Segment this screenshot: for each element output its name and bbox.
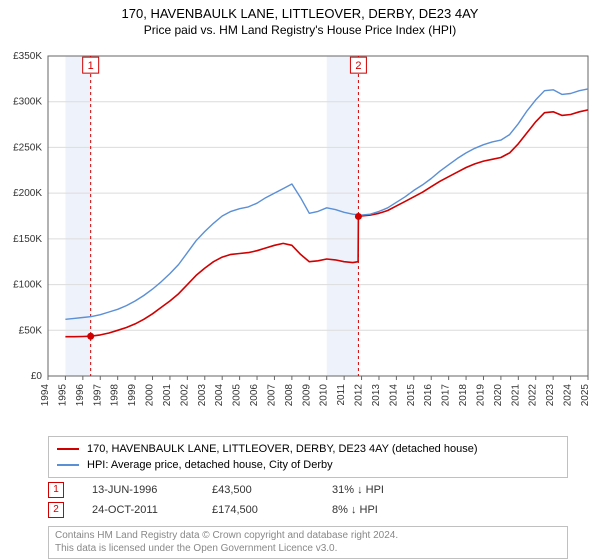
svg-text:1999: 1999 [127,384,138,407]
event-row: 1 13-JUN-1996 £43,500 31% ↓ HPI [48,480,568,500]
svg-text:2012: 2012 [354,384,365,407]
svg-text:1995: 1995 [57,384,68,407]
svg-text:£100K: £100K [13,280,42,291]
svg-text:2002: 2002 [179,384,190,407]
event-marker-icon: 2 [48,502,64,518]
svg-text:2000: 2000 [145,384,156,407]
svg-text:2018: 2018 [458,384,469,407]
events-table: 1 13-JUN-1996 £43,500 31% ↓ HPI 2 24-OCT… [48,480,568,520]
legend-swatch [57,448,79,450]
legend-item: 170, HAVENBAULK LANE, LITTLEOVER, DERBY,… [57,441,559,457]
svg-text:2009: 2009 [301,384,312,407]
svg-text:1996: 1996 [75,384,86,407]
svg-text:1994: 1994 [40,384,51,407]
svg-text:£150K: £150K [13,234,42,245]
svg-text:2020: 2020 [493,384,504,407]
svg-text:£0: £0 [31,371,43,382]
event-price: £43,500 [212,484,332,496]
event-price: £174,500 [212,504,332,516]
svg-text:£300K: £300K [13,97,42,108]
svg-text:2015: 2015 [406,384,417,407]
legend-label: HPI: Average price, detached house, City… [87,459,333,471]
root: 170, HAVENBAULK LANE, LITTLEOVER, DERBY,… [0,6,600,560]
svg-text:2010: 2010 [319,384,330,407]
event-row: 2 24-OCT-2011 £174,500 8% ↓ HPI [48,500,568,520]
svg-text:1: 1 [88,60,94,72]
svg-text:2004: 2004 [214,384,225,407]
svg-text:2023: 2023 [545,384,556,407]
svg-text:£200K: £200K [13,188,42,199]
svg-text:2019: 2019 [475,384,486,407]
footer-line: This data is licensed under the Open Gov… [55,543,561,556]
footer-line: Contains HM Land Registry data © Crown c… [55,530,561,543]
svg-text:2003: 2003 [197,384,208,407]
svg-text:2022: 2022 [528,384,539,407]
event-delta: 8% ↓ HPI [332,504,452,516]
event-date: 24-OCT-2011 [92,504,212,516]
legend: 170, HAVENBAULK LANE, LITTLEOVER, DERBY,… [48,436,568,478]
svg-text:2006: 2006 [249,384,260,407]
svg-text:2011: 2011 [336,384,347,406]
svg-text:1997: 1997 [92,384,103,407]
svg-text:2024: 2024 [563,384,574,407]
svg-text:2021: 2021 [510,384,521,407]
svg-text:2001: 2001 [162,384,173,407]
event-delta: 31% ↓ HPI [332,484,452,496]
svg-text:2: 2 [355,60,361,72]
svg-text:2013: 2013 [371,384,382,407]
svg-text:2017: 2017 [441,384,452,407]
svg-text:2007: 2007 [266,384,277,407]
svg-text:2014: 2014 [388,384,399,407]
legend-swatch [57,464,79,466]
page-subtitle: Price paid vs. HM Land Registry's House … [0,23,600,37]
svg-text:1998: 1998 [110,384,121,407]
svg-text:2008: 2008 [284,384,295,407]
svg-text:2025: 2025 [580,384,591,407]
svg-text:£350K: £350K [13,51,42,62]
svg-text:£50K: £50K [19,325,43,336]
svg-text:2005: 2005 [232,384,243,407]
price-chart: £0 £50K £100K £150K £200K £250K £300K £350K 1994… [0,46,600,426]
legend-label: 170, HAVENBAULK LANE, LITTLEOVER, DERBY,… [87,443,478,455]
svg-text:2016: 2016 [423,384,434,407]
event-date: 13-JUN-1996 [92,484,212,496]
legend-item: HPI: Average price, detached house, City… [57,457,559,473]
footer: Contains HM Land Registry data © Crown c… [48,526,568,559]
page-title: 170, HAVENBAULK LANE, LITTLEOVER, DERBY,… [0,6,600,21]
event-marker-icon: 1 [48,482,64,498]
svg-text:£250K: £250K [13,142,42,153]
